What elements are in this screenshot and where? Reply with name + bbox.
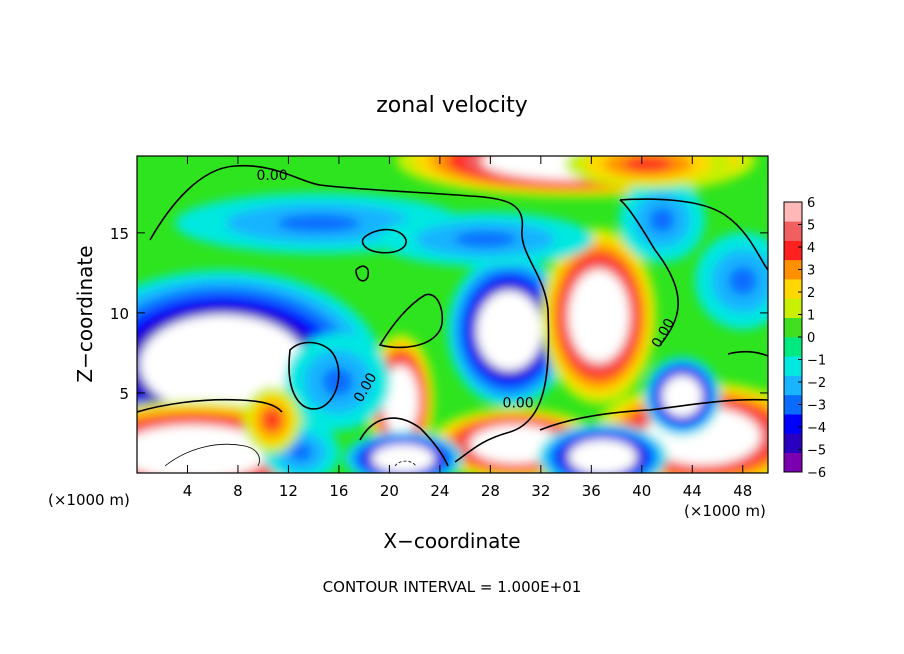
colorbar-tick-label: 4 xyxy=(807,241,815,256)
colorbar-swatch xyxy=(784,298,802,319)
zero-contour-line xyxy=(149,164,550,463)
x-unit-right: (×1000 m) xyxy=(684,502,766,520)
colorbar-swatch xyxy=(784,337,802,357)
colorbar-tick-label: 6 xyxy=(807,196,815,211)
x-tick-label: 32 xyxy=(531,482,550,500)
x-tick-label: 36 xyxy=(582,482,601,500)
field-contour-level xyxy=(277,214,361,233)
field-contour-level xyxy=(728,266,757,295)
colorbar-swatch xyxy=(784,259,802,280)
zero-contour-line xyxy=(378,293,444,349)
field-contour-level xyxy=(623,156,673,172)
colorbar-tick-label: 5 xyxy=(807,219,815,234)
field-contour-level xyxy=(289,443,313,461)
x-axis-label: X−coordinate xyxy=(383,529,520,553)
colorbar-swatch xyxy=(784,433,802,454)
colorbar-swatch xyxy=(784,221,802,241)
thin-contour-line xyxy=(164,443,260,467)
x-tick-label: 4 xyxy=(183,482,193,500)
colorbar-tick-label: −5 xyxy=(807,444,826,459)
zero-contour-line xyxy=(288,341,340,410)
field-contour-level xyxy=(454,231,517,248)
y-axis-label: Z−coordinate xyxy=(73,245,97,382)
x-tick-label: 8 xyxy=(233,482,243,500)
zero-contour-line xyxy=(361,228,407,254)
field-contour-level xyxy=(371,444,435,473)
contour-label: 0.00 xyxy=(256,168,287,184)
x-axis: 4 8 12 16 20 24 28 32 36 40 44 48 xyxy=(183,156,752,500)
zero-contour-line xyxy=(539,398,768,431)
colorbar-swatch xyxy=(784,356,802,376)
zero-contour-line xyxy=(619,198,768,271)
zero-contour-line xyxy=(359,417,449,467)
field-contour-level xyxy=(661,375,703,417)
x-unit-left: (×1000 m) xyxy=(48,491,130,509)
field-contour-level xyxy=(568,439,637,473)
x-tick-label: 28 xyxy=(481,482,500,500)
x-tick-label: 40 xyxy=(632,482,651,500)
y-tick-label: 15 xyxy=(110,225,129,243)
chart-title: zonal velocity xyxy=(376,93,528,118)
colorbar-tick-label: 2 xyxy=(807,286,815,301)
colorbar-tick-label: −6 xyxy=(807,466,826,481)
y-tick-label: 5 xyxy=(119,385,129,403)
colorbar-swatch xyxy=(784,394,802,415)
velocity-field: 0.000.00 0.000.00 xyxy=(137,156,768,473)
field-contour-level xyxy=(649,207,675,233)
colorbar-tick-label: −4 xyxy=(807,421,826,436)
colorbar-swatch xyxy=(784,452,802,473)
contour-label: 0.00 xyxy=(503,395,534,411)
field-contour-level xyxy=(476,290,543,371)
contour-interval-note: CONTOUR INTERVAL = 1.000E+01 xyxy=(323,578,582,596)
colorbar: 6 5 4 3 2 1 0 −1 −2 −3 −4 −5 −6 xyxy=(783,196,826,481)
field-contour-level xyxy=(568,269,630,363)
thin-contour-line xyxy=(394,460,417,467)
x-tick-label: 48 xyxy=(733,482,752,500)
x-tick-label: 24 xyxy=(430,482,449,500)
zero-contour-line xyxy=(355,265,370,282)
colorbar-swatch xyxy=(784,317,802,338)
colorbar-swatch xyxy=(784,240,802,261)
colorbar-tick-label: 3 xyxy=(807,264,815,279)
zero-contour-line xyxy=(727,351,768,357)
x-tick-label: 44 xyxy=(683,482,702,500)
colorbar-tick-label: −2 xyxy=(807,376,826,391)
x-tick-label: 12 xyxy=(279,482,298,500)
y-axis: 5 10 15 xyxy=(110,225,768,403)
y-tick-label: 10 xyxy=(110,305,129,323)
field-contour-level xyxy=(263,410,281,430)
plot-frame xyxy=(136,155,769,474)
field-contour-level xyxy=(137,424,270,473)
colorbar-swatch xyxy=(784,279,802,299)
x-tick-label: 20 xyxy=(380,482,399,500)
colorbar-tick-label: −1 xyxy=(807,354,826,369)
zero-contour-line xyxy=(137,398,283,413)
x-tick-label: 16 xyxy=(329,482,348,500)
zero-contour-line xyxy=(619,199,679,346)
colorbar-tick-label: 0 xyxy=(807,331,815,346)
colorbar-swatch xyxy=(784,414,802,434)
colorbar-tick-label: −3 xyxy=(807,399,826,414)
colorbar-swatch xyxy=(784,375,802,396)
colorbar-tick-label: 1 xyxy=(807,309,815,324)
colorbar-swatch xyxy=(784,202,802,222)
